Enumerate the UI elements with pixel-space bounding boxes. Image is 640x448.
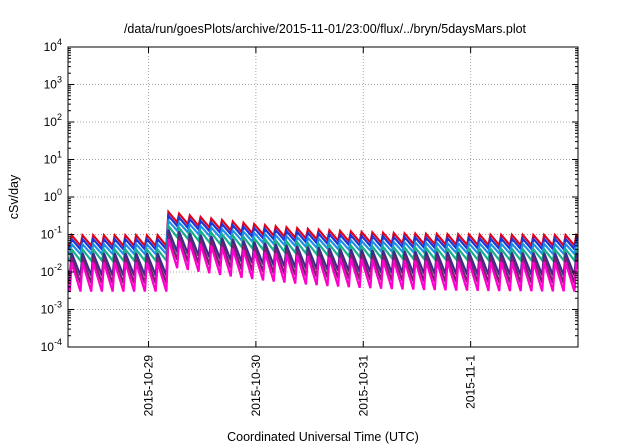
y-axis-label: cSv/day — [7, 174, 21, 219]
series-line-7 — [68, 238, 578, 292]
x-tick-label: 2015-10-29 — [142, 355, 156, 417]
y-tick-label: 100 — [44, 187, 62, 204]
x-tick-label: 2015-10-30 — [249, 355, 263, 417]
y-tick-label: 102 — [44, 112, 62, 129]
chart-title: /data/run/goesPlots/archive/2015-11-01/2… — [124, 22, 527, 36]
x-tick-label: 2015-10-31 — [356, 355, 370, 417]
x-tick-label: 2015-11-1 — [464, 355, 478, 409]
y-tick-label: 103 — [44, 75, 62, 92]
x-axis-label: Coordinated Universal Time (UTC) — [227, 430, 419, 444]
series-group — [68, 209, 578, 292]
y-tick-label: 101 — [44, 150, 62, 167]
axes: 10-4 10-3 10-2 10-1 100 101 102 103 104 2015-10-2… — [41, 37, 578, 416]
y-tick-label: 10-3 — [41, 300, 62, 317]
y-tick-label: 10-1 — [41, 225, 62, 242]
y-tick-label: 104 — [44, 37, 62, 54]
y-tick-label: 10-4 — [41, 337, 62, 354]
y-tick-label: 10-2 — [41, 262, 62, 279]
